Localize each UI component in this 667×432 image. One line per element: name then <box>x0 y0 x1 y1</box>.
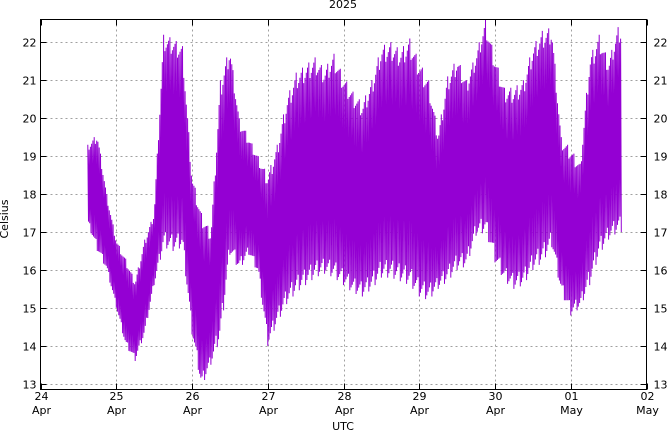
y-tick-label-left: 20 <box>23 113 37 126</box>
y-tick-label-left: 13 <box>23 379 37 392</box>
x-axis-label: UTC <box>332 420 354 432</box>
y-tick-label-left: 14 <box>23 341 37 354</box>
y-tick-label-left: 18 <box>23 189 37 202</box>
x-tick-month-label: May <box>636 404 659 417</box>
y-tick-label-left: 17 <box>23 227 37 240</box>
x-tick-month-label: May <box>560 404 583 417</box>
x-tick-day-label: 01 <box>565 390 579 403</box>
tick-label-layer: 13 13 14 14 15 15 16 16 17 17 18 18 19 19 20 20 21 21 22 22… <box>23 37 667 418</box>
y-tick-label-left: 21 <box>23 75 37 88</box>
y-tick-label-right: 20 <box>654 113 667 126</box>
x-tick-month-label: Apr <box>410 404 430 417</box>
x-tick-day-label: 24 <box>35 390 49 403</box>
temperature-series-line <box>87 19 622 381</box>
y-tick-label-right: 13 <box>654 379 667 392</box>
y-axis-label: Celsius <box>0 199 11 238</box>
x-tick-month-label: Apr <box>259 404 279 417</box>
x-tick-day-label: 25 <box>110 390 124 403</box>
x-tick-month-label: Apr <box>335 404 355 417</box>
plot-frame <box>40 19 647 390</box>
y-tick-label-right: 17 <box>654 227 667 240</box>
y-tick-label-right: 22 <box>654 37 667 50</box>
y-tick-label-right: 14 <box>654 341 667 354</box>
y-tick-label-right: 21 <box>654 75 667 88</box>
x-tick-day-label: 02 <box>641 390 655 403</box>
x-tick-month-label: Apr <box>107 404 127 417</box>
x-tick-day-label: 28 <box>338 390 352 403</box>
y-tick-label-left: 19 <box>23 151 37 164</box>
y-tick-label-right: 19 <box>654 151 667 164</box>
x-tick-day-label: 29 <box>413 390 427 403</box>
y-tick-label-right: 18 <box>654 189 667 202</box>
x-tick-month-label: Apr <box>183 404 203 417</box>
y-tick-label-left: 15 <box>23 303 37 316</box>
x-tick-day-label: 30 <box>489 390 503 403</box>
x-tick-day-label: 27 <box>262 390 276 403</box>
y-tick-label-left: 22 <box>23 37 37 50</box>
chart-title: 2025 <box>329 0 357 11</box>
series-layer <box>87 19 622 381</box>
y-tick-label-left: 16 <box>23 265 37 278</box>
y-tick-label-right: 16 <box>654 265 667 278</box>
tick-layer <box>40 19 648 390</box>
y-tick-label-right: 15 <box>654 303 667 316</box>
x-tick-month-label: Apr <box>486 404 506 417</box>
x-tick-day-label: 26 <box>186 390 200 403</box>
x-tick-month-label: Apr <box>32 404 52 417</box>
